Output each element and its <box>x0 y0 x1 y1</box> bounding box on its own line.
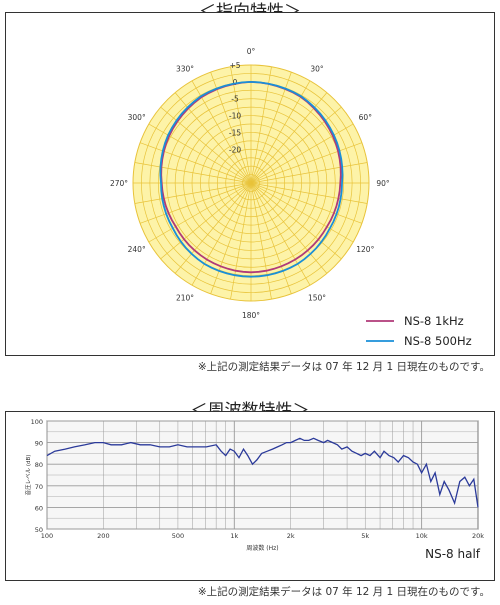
frequency-chart-panel: 100 90 80 70 60 50 100 200 500 1k 2k 5k 10k 20k 周波数 (H… <box>5 411 495 581</box>
polar-grid-spoke <box>250 182 311 286</box>
polar-legend-label: NS-8 1kHz <box>404 314 464 328</box>
polar-chart: 0° 30° 60° 90° 120° 150° 180° 210° 240° 270° 300° 3… <box>110 47 472 348</box>
polar-measurement-note: ※上記の測定結果データは 07 年 12 月 1 日現在のものです。 <box>197 361 490 373</box>
frequency-x-tick-label: 5k <box>361 532 369 540</box>
frequency-y-tick-label: 90 <box>35 440 43 448</box>
polar-grid-spoke <box>250 80 311 184</box>
frequency-x-tick-label: 200 <box>97 532 109 540</box>
polar-grid-spoke <box>250 71 292 184</box>
polar-grid-spoke <box>250 162 368 184</box>
polar-radial-label: -5 <box>231 95 239 104</box>
frequency-x-tick-label: 100 <box>41 532 53 540</box>
frequency-y-axis-label: 音圧レベル (dB) <box>24 455 32 496</box>
frequency-x-tick-label: 500 <box>172 532 184 540</box>
polar-grid-spoke <box>250 182 368 204</box>
polar-angle-label: 180° <box>242 311 260 320</box>
polar-grid-spoke <box>210 71 252 184</box>
polar-grid-spoke <box>250 142 363 184</box>
polar-radial-label: +5 <box>229 61 240 70</box>
frequency-x-tick-label: 1k <box>230 532 238 540</box>
polar-angle-label: 240° <box>128 245 146 254</box>
polar-radial-label: -20 <box>229 145 241 154</box>
polar-grid-spoke <box>210 182 252 295</box>
frequency-x-tick-label: 10k <box>416 532 428 540</box>
polar-series-line-1khz <box>160 81 342 274</box>
polar-grid-spoke <box>250 66 272 184</box>
polar-grid-spoke <box>191 182 252 286</box>
polar-angle-label: 300° <box>128 113 146 122</box>
polar-grid-spoke <box>134 162 252 184</box>
polar-grid-spoke <box>139 142 252 184</box>
polar-angle-label: 150° <box>308 293 326 302</box>
frequency-measurement-note: ※上記の測定結果データは 07 年 12 月 1 日現在のものです。 <box>197 586 490 598</box>
polar-series-line-500hz <box>159 81 344 278</box>
frequency-y-tick-label: 70 <box>35 483 43 491</box>
polar-grid-spoke <box>134 182 252 204</box>
frequency-series-line <box>46 437 479 508</box>
polar-angle-label: 330° <box>176 65 194 74</box>
polar-grid-spoke <box>250 182 292 295</box>
polar-grid-spoke <box>148 123 252 184</box>
polar-grid-spoke <box>139 182 252 224</box>
polar-grid-spoke <box>230 182 252 300</box>
polar-grid-spoke <box>250 106 342 184</box>
polar-chart-panel: 0° 30° 60° 90° 120° 150° 180° 210° 240° 270° 300° 3… <box>5 12 495 356</box>
frequency-x-tick-label: 2k <box>287 532 295 540</box>
frequency-y-tick-label: 80 <box>35 461 43 469</box>
polar-angle-label: 210° <box>176 293 194 302</box>
polar-angle-label: 30° <box>310 65 324 74</box>
polar-grid-spoke <box>250 123 354 184</box>
frequency-series-name: NS-8 half <box>425 547 480 561</box>
polar-radial-label: -15 <box>229 128 241 137</box>
polar-grid-spoke <box>250 182 363 224</box>
polar-angle-label: 270° <box>110 179 128 188</box>
frequency-x-axis-label: 周波数 (Hz) <box>246 544 278 552</box>
polar-grid-spoke <box>250 182 272 300</box>
polar-grid-spoke <box>174 182 252 274</box>
polar-angle-label: 60° <box>359 113 373 122</box>
polar-angle-label: 0° <box>247 47 256 56</box>
polar-grid-spoke <box>160 182 252 260</box>
polar-grid-spoke <box>160 106 252 184</box>
polar-legend-label: NS-8 500Hz <box>404 334 472 348</box>
frequency-x-tick-label: 20k <box>472 532 484 540</box>
polar-grid-spoke <box>250 182 354 243</box>
frequency-y-tick-label: 100 <box>31 418 43 426</box>
frequency-y-tick-label: 60 <box>35 504 43 512</box>
polar-grid-spoke <box>250 182 328 274</box>
polar-grid-spoke <box>148 182 252 243</box>
frequency-y-tick-label: 50 <box>35 526 43 534</box>
polar-angle-label: 90° <box>376 179 390 188</box>
polar-angle-label: 120° <box>356 245 374 254</box>
polar-grid-spoke <box>230 66 252 184</box>
polar-grid-spoke <box>250 182 342 260</box>
polar-radial-label: -10 <box>229 112 241 121</box>
polar-radial-label: 0 <box>233 78 238 87</box>
